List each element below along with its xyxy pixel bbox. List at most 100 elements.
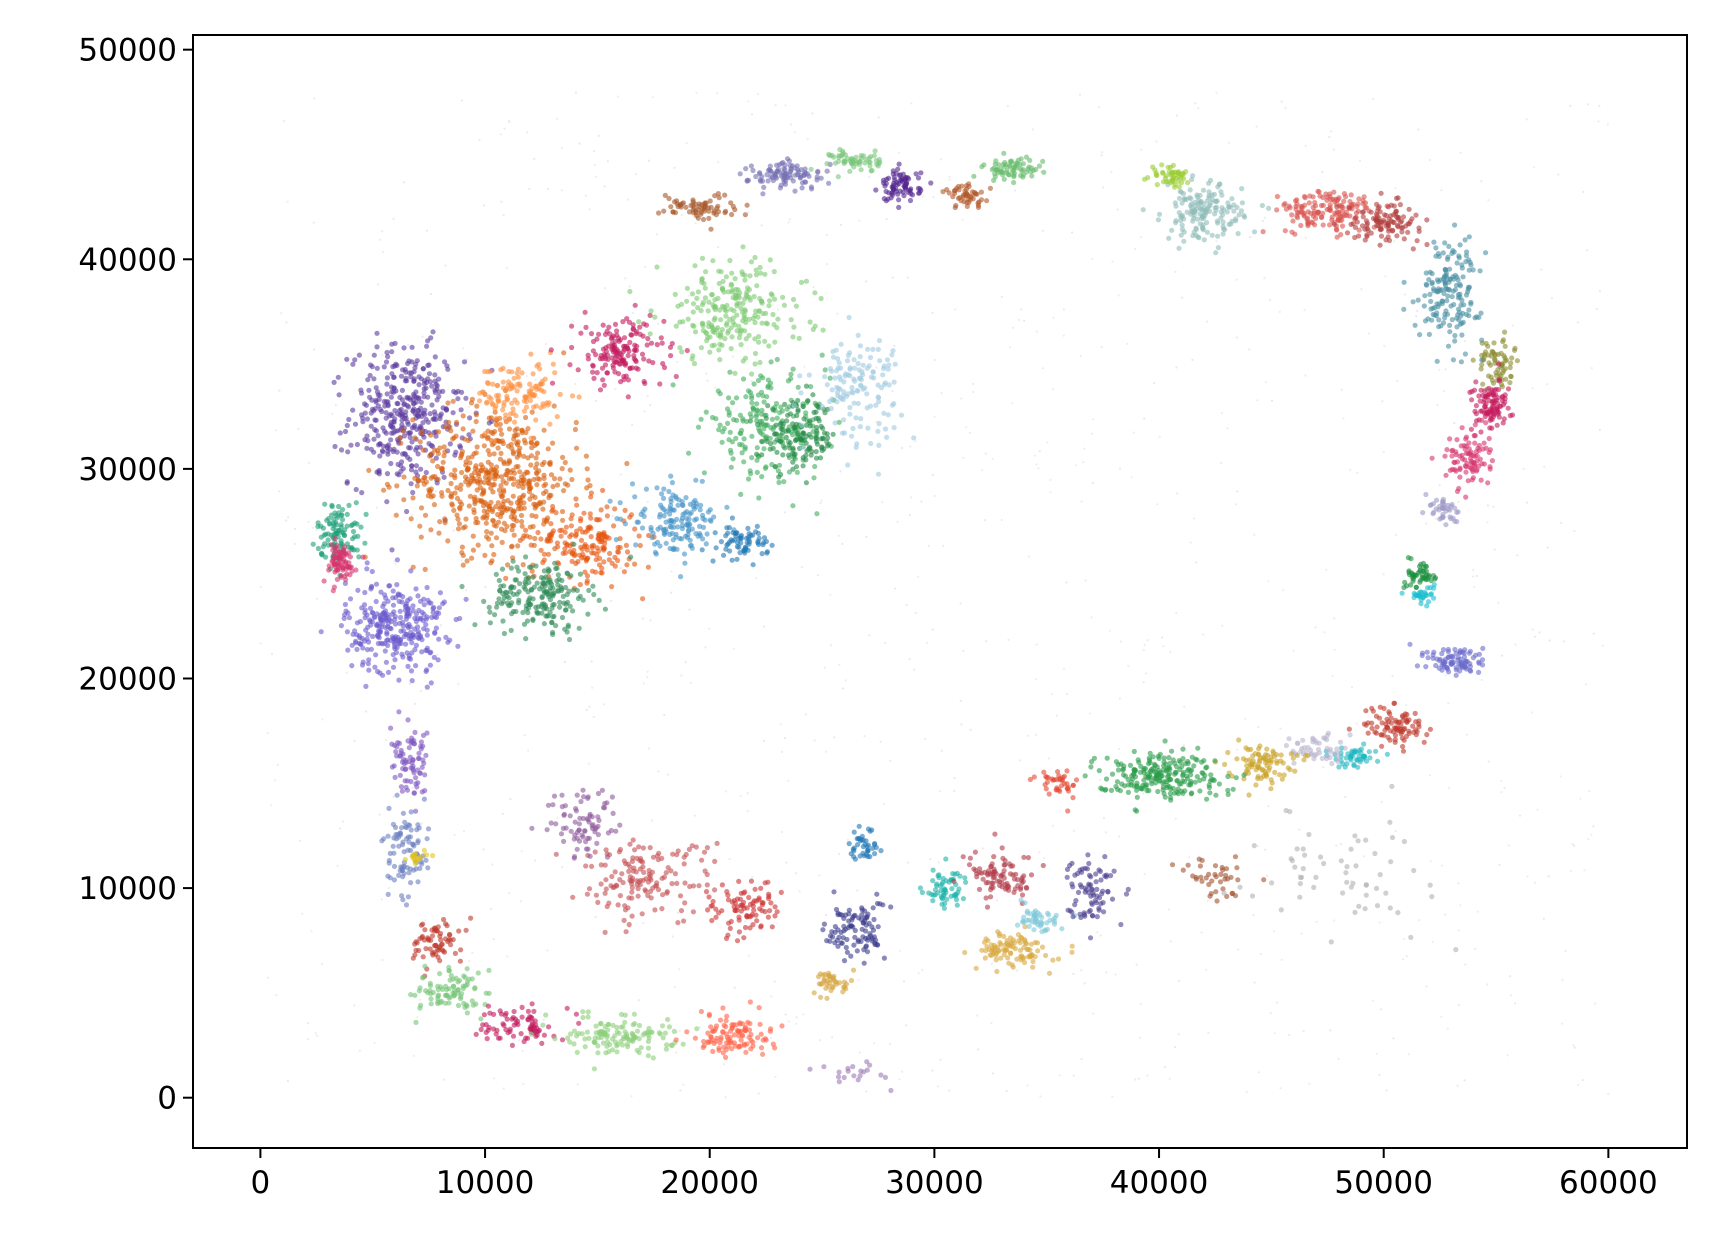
scatter-point (453, 433, 459, 439)
background-point (1480, 180, 1483, 183)
scatter-point (759, 407, 765, 413)
scatter-point (873, 187, 879, 193)
scatter-point (481, 598, 487, 605)
scatter-point (340, 553, 347, 559)
scatter-point (692, 517, 698, 523)
scatter-point (714, 205, 720, 212)
background-point (465, 589, 468, 592)
scatter-point (715, 388, 721, 394)
scatter-point (421, 481, 427, 487)
background-point (933, 415, 936, 418)
scatter-point (968, 193, 974, 199)
scatter-point (372, 664, 378, 670)
scatter-point (428, 335, 434, 341)
scatter-point (427, 488, 433, 494)
scatter-point (1166, 235, 1172, 241)
scatter-point (1426, 277, 1432, 283)
background-point (1401, 958, 1405, 961)
scatter-point (684, 285, 691, 291)
scatter-point (1468, 301, 1474, 307)
scatter-point (1360, 198, 1366, 204)
scatter-point (609, 584, 615, 590)
scatter-point (849, 433, 855, 439)
scatter-point (1293, 198, 1299, 204)
scatter-point (797, 373, 803, 379)
scatter-point (582, 569, 588, 575)
scatter-point (428, 680, 434, 686)
background-point (898, 1078, 901, 1081)
background-point (708, 627, 711, 630)
scatter-point (1391, 203, 1397, 209)
background-point (572, 320, 575, 323)
scatter-point (1470, 357, 1476, 363)
scatter-point (373, 652, 379, 658)
background-point (560, 146, 563, 149)
background-point (865, 535, 868, 538)
scatter-point (699, 547, 705, 553)
scatter-point (339, 517, 346, 523)
background-point (1273, 1032, 1276, 1035)
scatter-point (813, 455, 820, 461)
scatter-point (1181, 196, 1187, 202)
scatter-point (551, 403, 557, 409)
cluster-9 (548, 302, 690, 400)
background-point (784, 737, 787, 740)
scatter-point (1359, 223, 1366, 229)
scatter-point (555, 572, 561, 578)
scatter-point (723, 308, 730, 314)
scatter-point (509, 383, 515, 389)
scatter-point (712, 306, 718, 313)
scatter-point (388, 460, 394, 467)
scatter-point (585, 356, 592, 362)
scatter-point (1397, 202, 1403, 208)
background-point (889, 1042, 892, 1046)
background-point (1256, 399, 1259, 402)
scatter-point (553, 565, 559, 572)
scatter-point (778, 404, 784, 410)
scatter-point (762, 338, 768, 344)
scatter-point (795, 169, 801, 175)
scatter-point (358, 524, 364, 530)
scatter-point (435, 450, 441, 457)
scatter-point (1206, 193, 1212, 199)
scatter-point (795, 384, 801, 390)
scatter-point (346, 416, 352, 423)
background-point (1362, 855, 1366, 858)
background-point (1394, 187, 1397, 190)
scatter-point (520, 484, 526, 491)
scatter-point (380, 449, 386, 455)
background-point (436, 653, 439, 656)
scatter-point (636, 319, 642, 325)
scatter-point (850, 425, 856, 432)
scatter-point (534, 470, 540, 476)
background-point (1288, 1033, 1291, 1037)
scatter-point (1433, 245, 1439, 251)
scatter-point (811, 475, 817, 481)
scatter-point (754, 451, 760, 457)
scatter-point (803, 452, 809, 459)
scatter-point (517, 469, 523, 475)
scatter-point (476, 497, 482, 503)
scatter-point (1464, 249, 1470, 255)
scatter-point (1175, 178, 1181, 184)
scatter-point (807, 319, 813, 325)
scatter-point (1352, 224, 1358, 230)
scatter-point (412, 365, 418, 371)
background-point (670, 570, 673, 573)
background-point (1576, 1083, 1580, 1086)
background-point (1500, 654, 1504, 657)
scatter-point (718, 539, 725, 545)
scatter-point (488, 530, 494, 536)
scatter-point (716, 195, 722, 201)
scatter-point (776, 462, 783, 468)
points-layer (259, 91, 1610, 1099)
scatter-point (538, 547, 544, 553)
scatter-point (1479, 340, 1485, 346)
scatter-point (993, 167, 1000, 173)
scatter-point (1186, 195, 1193, 201)
scatter-point (584, 573, 591, 579)
background-point (1444, 368, 1447, 371)
scatter-point (1200, 224, 1206, 230)
scatter-point (1353, 210, 1359, 216)
scatter-point (1350, 221, 1356, 227)
